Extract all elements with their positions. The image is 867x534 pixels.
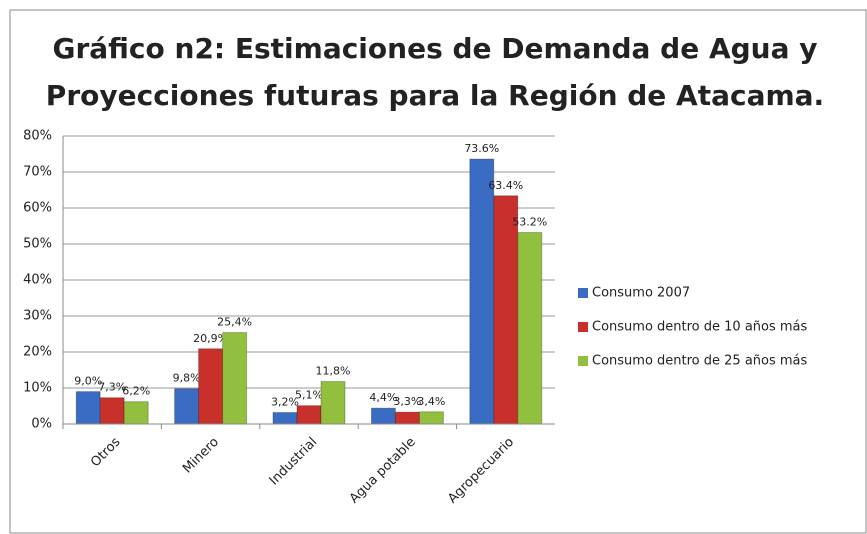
value-label: 7,3% <box>98 381 126 394</box>
y-tick-label: 30% <box>23 309 52 324</box>
bar <box>469 158 495 425</box>
bar <box>370 407 396 425</box>
bar <box>320 381 346 425</box>
value-label: 73.6% <box>464 142 499 155</box>
bar <box>418 411 444 425</box>
value-label: 9,8% <box>173 372 201 385</box>
legend-label: Consumo 2007 <box>592 286 690 301</box>
y-tick-label: 40% <box>23 273 52 288</box>
value-label: 9,0% <box>74 375 102 388</box>
value-label: 63.4% <box>488 179 523 192</box>
chart-title: Gráfico n2: Estimaciones de Demanda de A… <box>46 32 824 112</box>
chart-border <box>9 9 867 534</box>
bar <box>198 348 224 425</box>
value-label: 53.2% <box>512 215 547 228</box>
legend-swatch <box>578 356 588 366</box>
legend-swatch <box>578 288 588 298</box>
bar <box>222 332 248 425</box>
value-label: 3,4% <box>417 395 445 408</box>
bar <box>272 411 298 425</box>
value-label: 5,1% <box>295 389 323 402</box>
value-label: 20,9% <box>193 332 228 345</box>
y-tick-label: 20% <box>23 345 52 360</box>
y-tick-label: 60% <box>23 201 52 216</box>
y-tick-label: 50% <box>23 237 52 252</box>
value-label: 6,2% <box>122 385 150 398</box>
value-label: 11,8% <box>316 365 351 378</box>
bar <box>174 388 200 425</box>
bar <box>75 391 101 425</box>
legend-swatch <box>578 322 588 332</box>
bar <box>493 195 519 425</box>
value-label: 4,4% <box>369 391 397 404</box>
value-label: 3,3% <box>393 395 421 408</box>
bar <box>517 231 543 425</box>
bar <box>394 411 420 425</box>
bar <box>99 397 125 425</box>
value-label: 25,4% <box>217 316 252 329</box>
y-tick-label: 80% <box>23 129 52 144</box>
value-label: 3,2% <box>271 395 299 408</box>
legend-label: Consumo dentro de 10 años más <box>592 320 808 335</box>
legend-label: Consumo dentro de 25 años más <box>592 354 808 369</box>
y-tick-label: 0% <box>31 417 52 432</box>
y-tick-label: 70% <box>23 165 52 180</box>
bar <box>123 401 149 425</box>
bar <box>296 405 322 425</box>
y-tick-label: 10% <box>23 381 52 396</box>
